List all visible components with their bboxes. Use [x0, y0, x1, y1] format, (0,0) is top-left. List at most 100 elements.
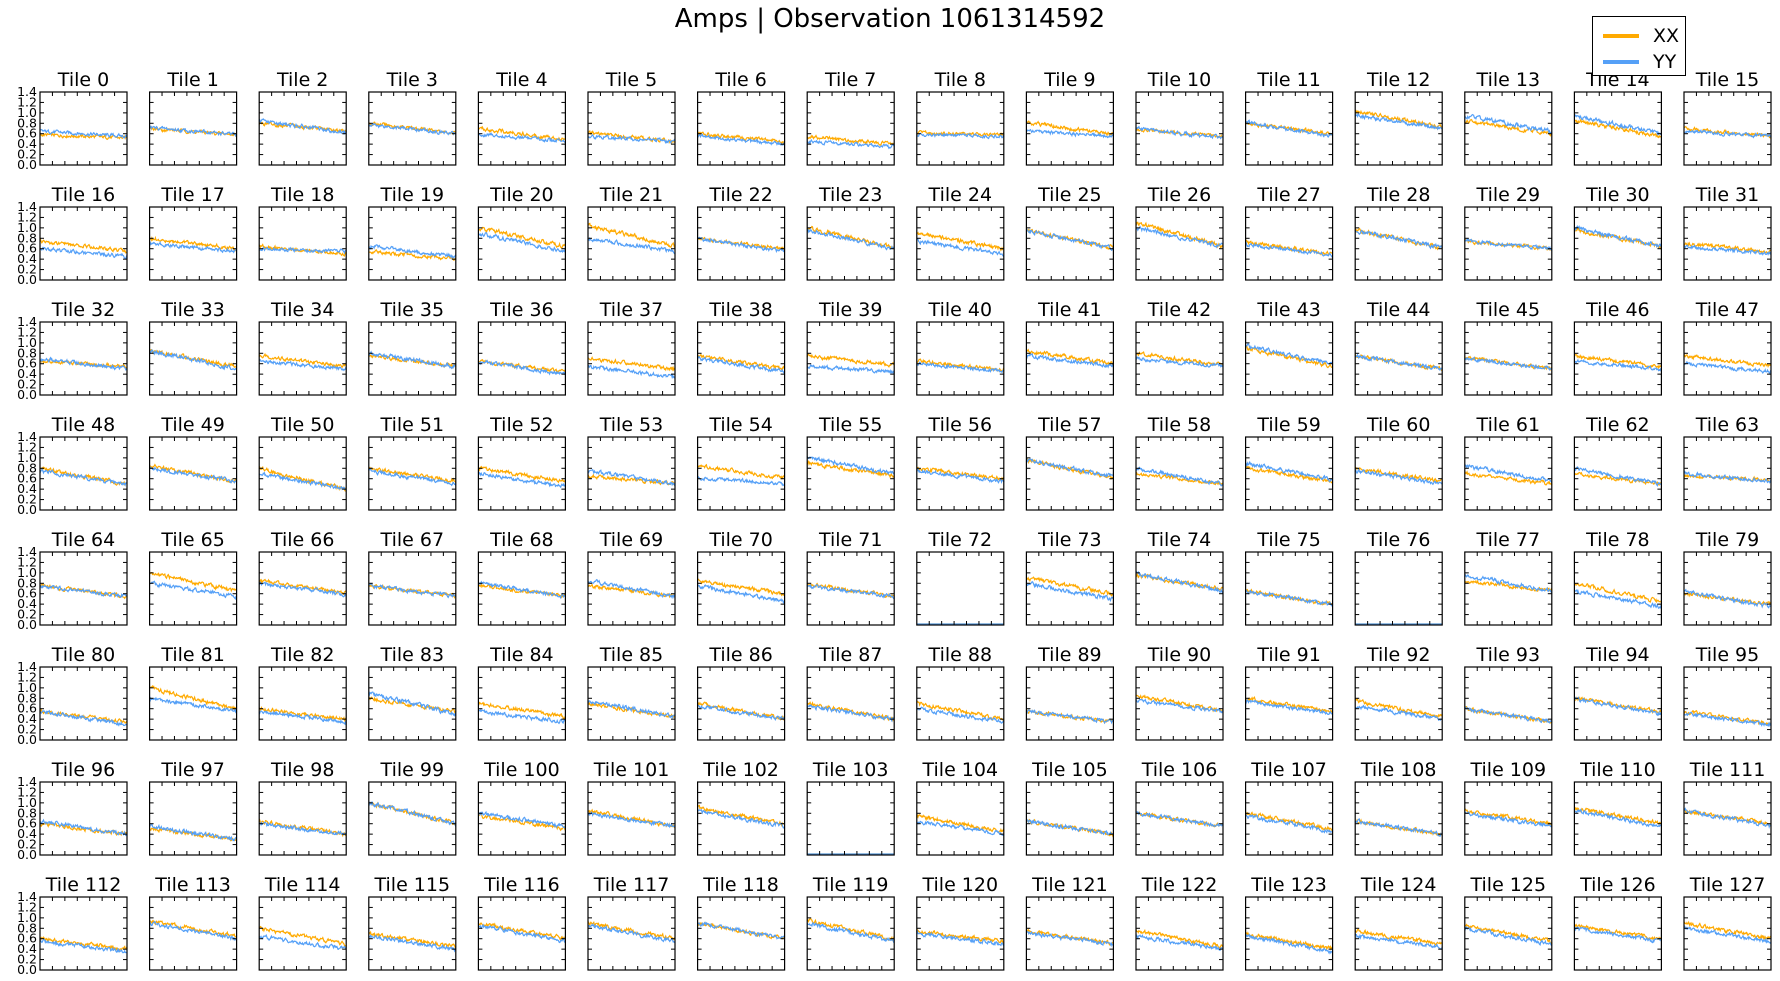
tile-title: Tile 82 [270, 644, 335, 666]
tile-title: Tile 111 [1689, 759, 1766, 781]
series-yy-line [806, 704, 895, 723]
tile-frame [368, 896, 457, 971]
series-yy-line [697, 133, 785, 146]
tile-title: Tile 64 [51, 529, 116, 551]
tile-frame [39, 781, 128, 856]
tile-frame [39, 321, 128, 396]
tile-frame [1683, 666, 1772, 741]
tile-title: Tile 15 [1695, 69, 1760, 91]
tile-panel-51: Tile 51 [368, 414, 457, 511]
y-tick-label: 1.2 [17, 784, 37, 799]
tile-panel-19: Tile 19 [368, 184, 457, 281]
tile-title: Tile 52 [489, 414, 554, 436]
tile-frame [1354, 206, 1443, 281]
series-xx-line [258, 352, 347, 369]
tile-frame [587, 436, 676, 511]
series-xx-line [1464, 579, 1553, 593]
series-yy-line [149, 696, 238, 714]
tile-title: Tile 67 [380, 529, 445, 551]
y-tick-label: 1.4 [17, 199, 37, 214]
tile-frame [477, 91, 566, 166]
series-xx-line [1464, 808, 1553, 827]
series-yy-line [587, 468, 676, 487]
tile-frame [149, 206, 238, 281]
series-xx-line [1355, 466, 1443, 484]
tile-panel-65: Tile 65 [149, 529, 238, 626]
y-tick-label: 0.6 [17, 701, 37, 716]
legend-label-xx: XX [1653, 25, 1680, 47]
tile-panel-126: Tile 126 [1573, 874, 1663, 971]
y-tick-label: 0.8 [17, 690, 37, 705]
y-tick-label: 0.6 [17, 241, 37, 256]
tile-frame [696, 896, 786, 971]
tile-frame [149, 551, 238, 626]
tile-title: Tile 13 [1476, 69, 1541, 91]
tile-title: Tile 27 [1256, 184, 1321, 206]
series-xx-line [1025, 708, 1114, 725]
series-yy-line [697, 921, 785, 940]
tile-frame [39, 206, 128, 281]
tile-title: Tile 35 [380, 299, 445, 321]
y-tick-label: 0.0 [17, 962, 37, 977]
tile-title: Tile 36 [489, 299, 554, 321]
tile-frame [587, 321, 676, 396]
y-tick-label: 0.8 [17, 460, 37, 475]
tile-panel-37: Tile 37 [587, 299, 676, 396]
tile-frame [1244, 436, 1334, 511]
tile-title: Tile 73 [1037, 529, 1102, 551]
tile-title: Tile 109 [1470, 759, 1547, 781]
tile-title: Tile 90 [1147, 644, 1212, 666]
tile-title: Tile 100 [483, 759, 560, 781]
tile-frame [149, 896, 238, 971]
series-yy-line [587, 133, 676, 145]
y-tick-label: 0.2 [17, 377, 37, 392]
tile-title: Tile 30 [1585, 184, 1650, 206]
y-tick-label: 0.6 [17, 816, 37, 831]
tile-frame [1354, 781, 1443, 856]
series-xx-line [39, 238, 128, 254]
tile-panel-75: Tile 75 [1244, 529, 1334, 626]
tile-title: Tile 125 [1470, 874, 1547, 896]
series-yy-line [1025, 930, 1114, 948]
tile-frame [587, 206, 676, 281]
tile-panel-99: Tile 99 [368, 759, 457, 856]
y-tick-label: 0.8 [17, 575, 37, 590]
tile-panel-90: Tile 90 [1135, 644, 1224, 741]
series-yy-line [39, 584, 128, 599]
tile-panel-62: Tile 62 [1573, 414, 1663, 511]
series-xx-line [916, 813, 1005, 834]
tile-title: Tile 48 [51, 414, 116, 436]
series-xx-line [258, 706, 347, 723]
tile-title: Tile 62 [1585, 414, 1650, 436]
tile-panel-18: Tile 18 [258, 184, 347, 281]
series-yy-line [1354, 467, 1443, 486]
tile-title: Tile 6 [714, 69, 766, 91]
series-xx-line [1683, 353, 1772, 369]
tile-panel-63: Tile 63 [1683, 414, 1772, 511]
series-yy-line [149, 241, 238, 254]
series-xx-line [149, 235, 238, 252]
tile-panel-107: Tile 107 [1244, 759, 1334, 856]
tile-frame [1464, 781, 1553, 856]
series-yy-line [697, 583, 786, 605]
series-yy-line [1025, 580, 1114, 603]
tile-title: Tile 74 [1147, 529, 1212, 551]
tile-title: Tile 49 [160, 414, 225, 436]
tile-panel-74: Tile 74 [1135, 529, 1224, 626]
series-yy-line [1136, 225, 1224, 249]
series-xx-line [1574, 923, 1662, 941]
series-yy-line [1354, 933, 1443, 950]
tile-panel-96: Tile 96 1.41.21.00.80.60.40.20.0 [17, 759, 128, 862]
series-yy-line [1135, 810, 1224, 828]
tile-frame [1025, 896, 1115, 971]
series-yy-line [1245, 814, 1334, 834]
tile-title: Tile 89 [1037, 644, 1102, 666]
tile-panel-127: Tile 127 [1683, 874, 1772, 971]
tile-title: Tile 113 [154, 874, 231, 896]
series-yy-line [1464, 356, 1553, 372]
tile-frame [1244, 206, 1334, 281]
tile-panel-123: Tile 123 [1244, 874, 1334, 971]
tile-panel-27: Tile 27 [1244, 184, 1334, 281]
series-yy-line [1573, 808, 1662, 828]
tile-frame [1573, 321, 1663, 396]
